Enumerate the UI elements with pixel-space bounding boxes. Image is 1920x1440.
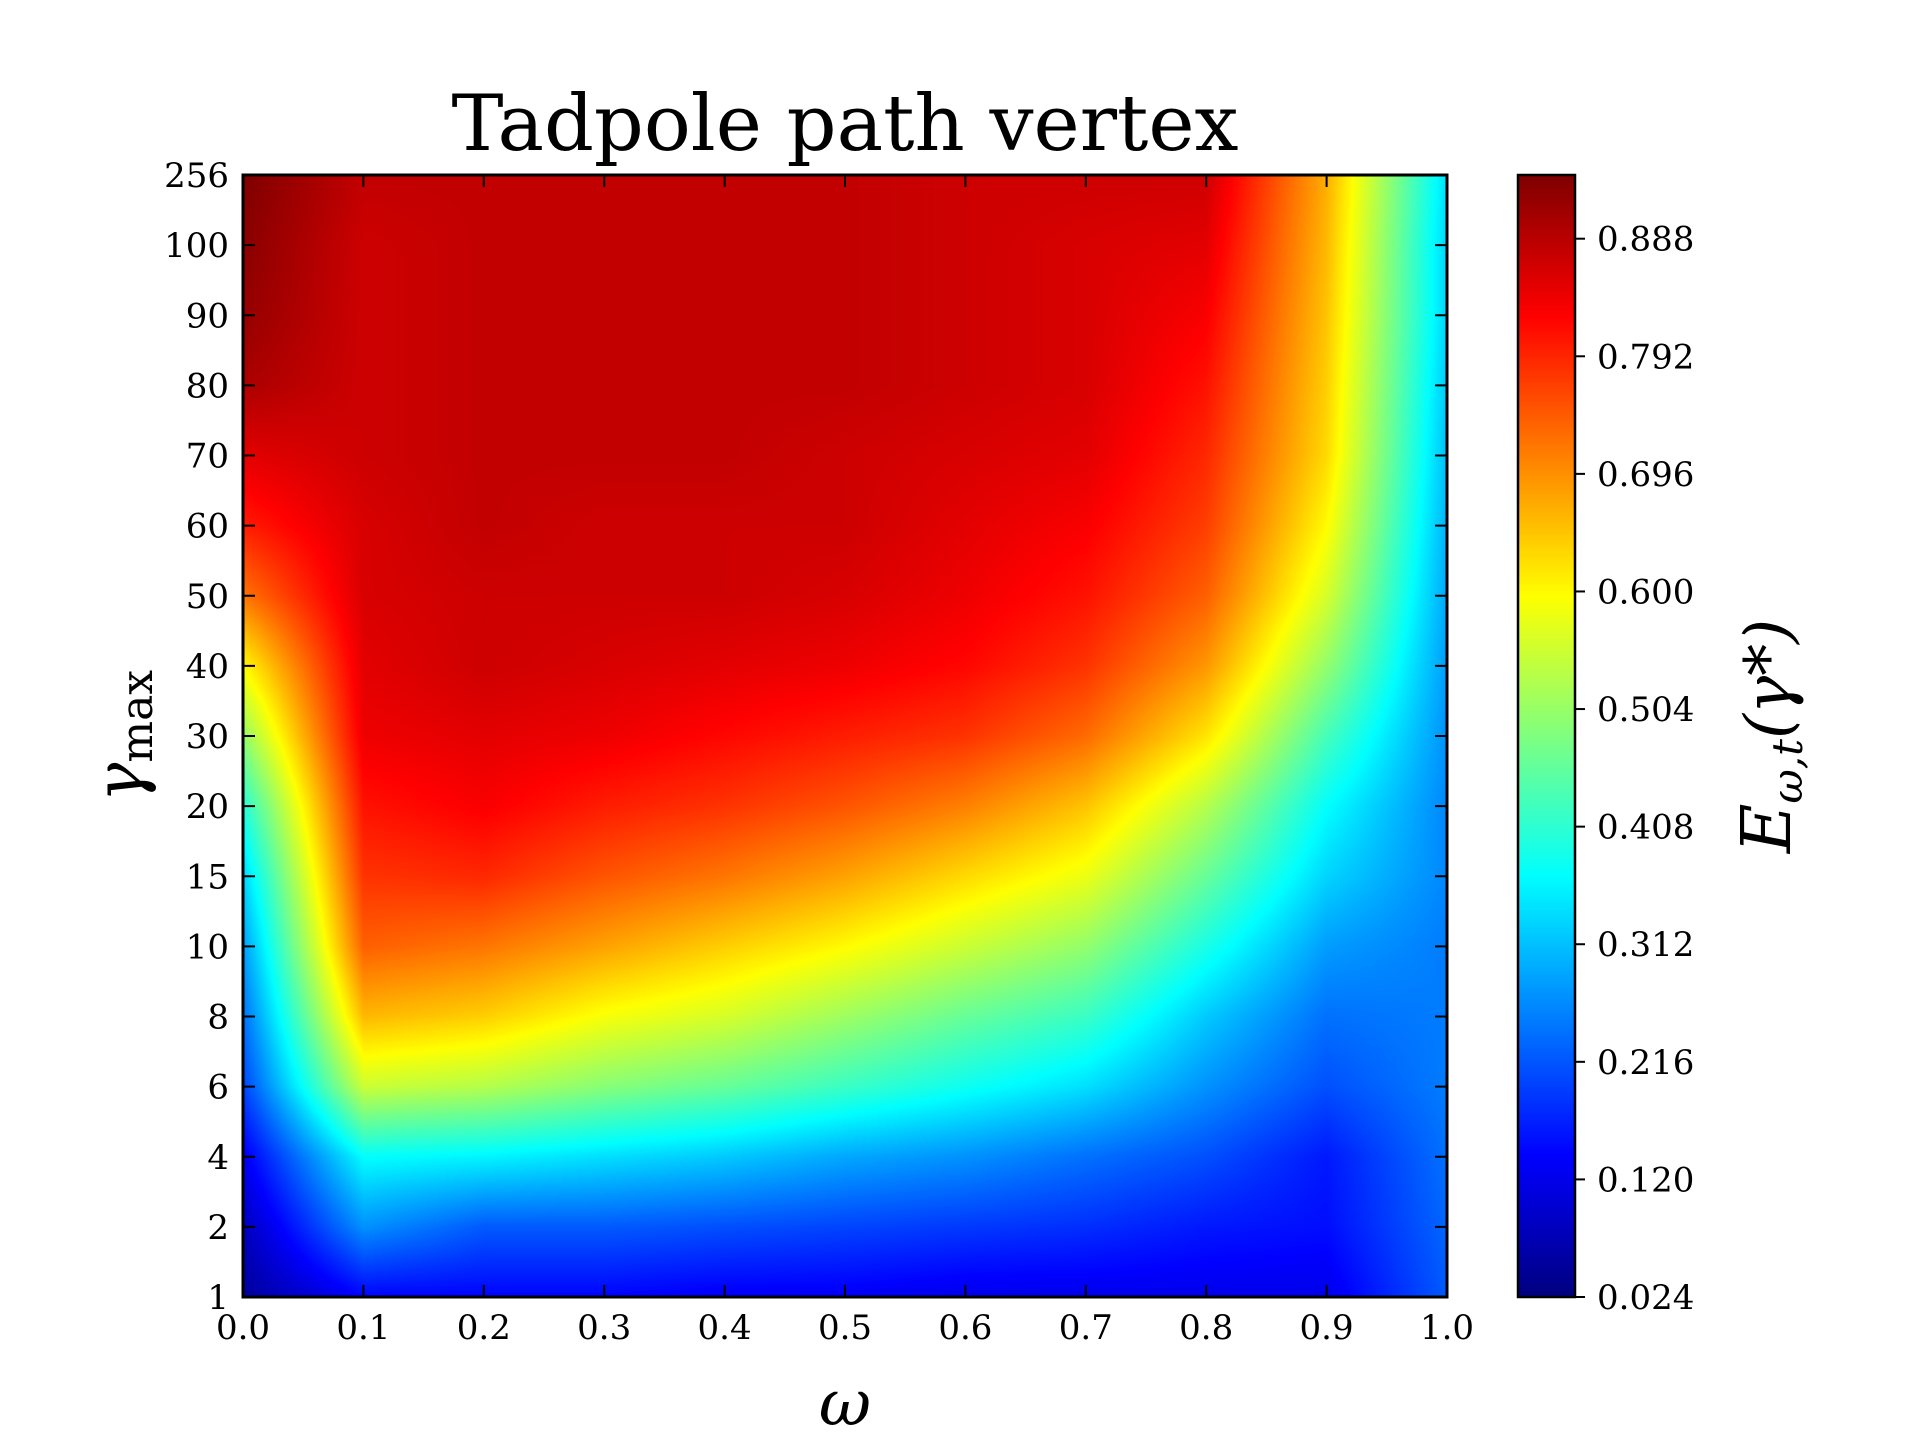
x-axis-label: ω <box>819 1367 871 1440</box>
x-tick-label: 1.0 <box>1420 1308 1474 1348</box>
y-tick-label: 30 <box>186 717 229 757</box>
x-axis-ticks: 0.0 0.1 0.2 0.3 0.4 0.5 0.6 0.7 0.8 0.9 1.0 <box>216 175 1474 1348</box>
x-tick-label: 0.2 <box>457 1308 511 1348</box>
y-tick-label: 2 <box>207 1208 229 1248</box>
y-tick-label: 100 <box>164 226 229 266</box>
y-tick-label: 6 <box>207 1068 229 1108</box>
colorbar-tick-label: 0.120 <box>1597 1160 1694 1200</box>
colorbar-label: Eω,t(γ*) <box>1728 619 1812 855</box>
x-tick-label: 0.4 <box>698 1308 752 1348</box>
y-tick-label: 50 <box>186 577 229 617</box>
y-tick-label: 256 <box>164 156 229 196</box>
colorbar-tick-label: 0.600 <box>1597 572 1694 612</box>
y-axis-label-subscript: max <box>112 670 163 763</box>
x-tick-label: 0.5 <box>818 1308 872 1348</box>
colorbar-tick-label: 0.504 <box>1597 690 1694 730</box>
y-axis-label-symbol: γ <box>81 762 158 802</box>
x-tick-label: 0.6 <box>938 1308 992 1348</box>
x-tick-label: 0.0 <box>216 1308 270 1348</box>
y-tick-label: 1 <box>207 1278 229 1318</box>
colorbar-tick-label: 0.696 <box>1597 455 1694 495</box>
y-tick-label: 8 <box>207 998 229 1038</box>
colorbar-tick-label: 0.312 <box>1597 925 1694 965</box>
y-tick-label: 70 <box>186 437 229 477</box>
colorbar-ticks: 0.024 0.120 0.216 0.312 0.408 0.504 0.600 0.696… <box>1575 220 1694 1318</box>
x-tick-label: 0.1 <box>336 1308 390 1348</box>
colorbar-tick-label: 0.216 <box>1597 1043 1694 1083</box>
y-tick-label: 90 <box>186 296 229 336</box>
y-tick-label: 20 <box>186 787 229 827</box>
colorbar-frame <box>1516 173 1577 1299</box>
y-axis-ticks: 1 2 4 6 8 10 15 20 30 40 50 60 70 80 90 100 256 <box>164 156 1447 1318</box>
colorbar-label-argument: (γ*) <box>1732 619 1806 739</box>
x-tick-label: 0.8 <box>1179 1308 1233 1348</box>
colorbar-gradient <box>1518 175 1575 1297</box>
y-axis-label: γmax <box>81 670 163 802</box>
chart-title: Tadpole path vertex <box>451 79 1238 169</box>
y-tick-label: 40 <box>186 647 229 687</box>
x-tick-label: 0.9 <box>1300 1308 1354 1348</box>
colorbar-tick-label: 0.792 <box>1597 337 1694 377</box>
colorbar-tick-label: 0.024 <box>1597 1278 1694 1318</box>
x-tick-label: 0.3 <box>577 1308 631 1348</box>
heatmap-image <box>243 175 1447 1297</box>
y-tick-label: 80 <box>186 366 229 406</box>
x-tick-label: 0.7 <box>1059 1308 1113 1348</box>
colorbar-tick-label: 0.888 <box>1597 220 1694 260</box>
y-tick-label: 15 <box>186 857 229 897</box>
colorbar-label-symbol: E <box>1728 804 1807 856</box>
plot-frame <box>241 173 1449 1299</box>
y-tick-label: 10 <box>186 927 229 967</box>
y-tick-label: 60 <box>186 507 229 547</box>
colorbar-tick-label: 0.408 <box>1597 808 1694 848</box>
y-tick-label: 4 <box>207 1138 229 1178</box>
colorbar-label-subscript: ω,t <box>1763 739 1812 804</box>
